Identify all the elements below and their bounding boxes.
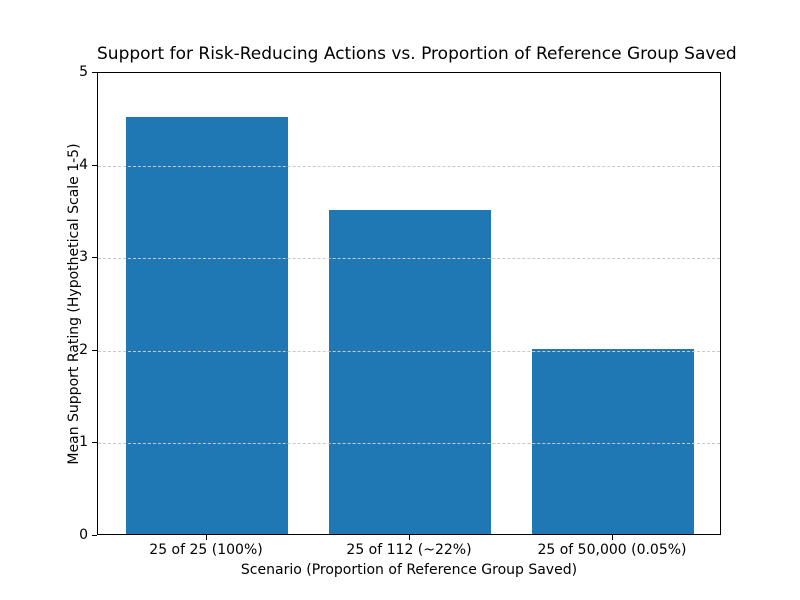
x-tick-label: 25 of 112 (~22%) [346, 542, 472, 558]
y-tick-mark [92, 535, 97, 536]
y-tick-mark [92, 257, 97, 258]
y-tick-mark [92, 442, 97, 443]
y-tick-mark [92, 165, 97, 166]
gridline [98, 443, 720, 445]
gridline [98, 350, 720, 352]
y-tick-label: 3 [79, 249, 88, 265]
x-tick-mark [206, 535, 207, 540]
x-tick-mark [409, 535, 410, 540]
y-tick-mark [92, 350, 97, 351]
bar [329, 210, 491, 534]
gridline [98, 258, 720, 260]
bar [126, 117, 288, 534]
y-tick-mark [92, 72, 97, 73]
y-tick-label: 0 [79, 527, 88, 543]
y-tick-label: 2 [79, 342, 88, 358]
x-tick-label: 25 of 25 (100%) [149, 542, 263, 558]
y-tick-label: 1 [79, 434, 88, 450]
x-tick-mark [612, 535, 613, 540]
bar [532, 349, 694, 534]
plot-area [97, 72, 721, 535]
y-tick-label: 5 [79, 64, 88, 80]
x-tick-label: 25 of 50,000 (0.05%) [537, 542, 687, 558]
gridline [98, 165, 720, 167]
y-axis-label: Mean Support Rating (Hypothetical Scale … [66, 143, 82, 465]
x-axis-label: Scenario (Proportion of Reference Group … [240, 562, 578, 578]
chart-title: Support for Risk-Reducing Actions vs. Pr… [97, 44, 737, 64]
y-tick-label: 4 [79, 157, 88, 173]
